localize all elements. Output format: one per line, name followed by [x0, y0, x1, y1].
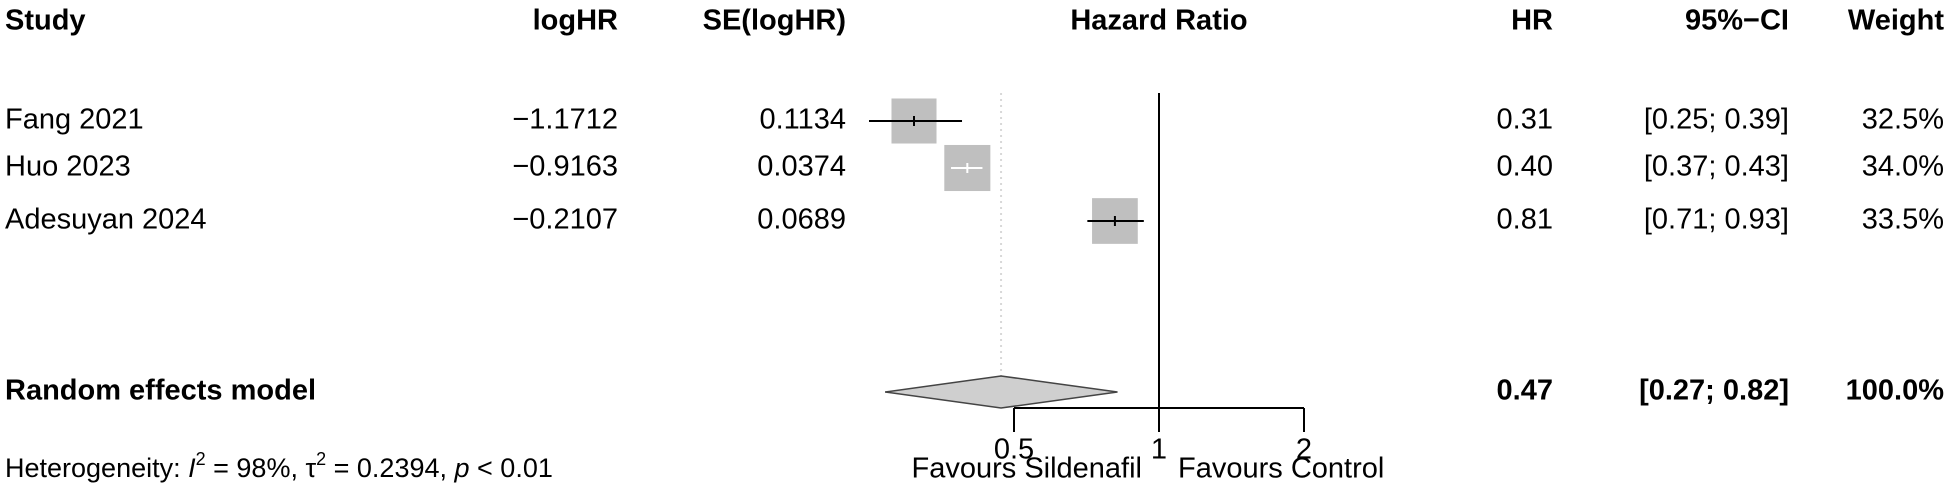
summary-ci: [0.27; 0.82]	[1639, 375, 1789, 407]
se: 0.0689	[757, 204, 846, 236]
header-weight: Weight	[1848, 5, 1944, 37]
summary-weight: 100.0%	[1846, 375, 1945, 407]
x-tick-label: 1	[1151, 434, 1167, 466]
summary-name: Random effects model	[5, 375, 316, 407]
favours-left: Favours Sildenafil	[912, 453, 1143, 485]
weight: 34.0%	[1862, 151, 1944, 183]
study-name: Adesuyan 2024	[5, 204, 207, 236]
header-ci: 95%−CI	[1685, 5, 1789, 37]
ci: [0.25; 0.39]	[1644, 104, 1789, 136]
hr: 0.40	[1497, 151, 1553, 183]
heterogeneity-part: = 98%, τ	[206, 453, 317, 483]
summary-hr: 0.47	[1497, 375, 1553, 407]
x-tick-label: 2	[1296, 434, 1312, 466]
heterogeneity-part: 2	[196, 449, 206, 469]
heterogeneity-part: I	[188, 453, 196, 483]
header-se: SE(logHR)	[703, 5, 846, 37]
header-loghr: logHR	[533, 5, 618, 37]
heterogeneity-part: = 0.2394,	[326, 453, 454, 483]
ci: [0.71; 0.93]	[1644, 204, 1789, 236]
summary-diamond	[884, 375, 1118, 409]
study-name: Fang 2021	[5, 104, 144, 136]
hr: 0.31	[1497, 104, 1553, 136]
favours-right: Favours Control	[1178, 453, 1384, 485]
heterogeneity-part: < 0.01	[470, 453, 553, 483]
hr: 0.81	[1497, 204, 1553, 236]
heterogeneity-part: Heterogeneity:	[5, 453, 188, 483]
ci: [0.37; 0.43]	[1644, 151, 1789, 183]
loghr: −0.2107	[512, 204, 618, 236]
weight: 32.5%	[1862, 104, 1944, 136]
heterogeneity: Heterogeneity: I2 = 98%, τ2 = 0.2394, p …	[5, 449, 553, 483]
header-study: Study	[5, 5, 86, 37]
x-tick-label: 0.5	[994, 434, 1034, 466]
header-plot: Hazard Ratio	[1070, 5, 1247, 37]
loghr: −0.9163	[512, 151, 618, 183]
heterogeneity-part: p	[454, 453, 470, 483]
loghr: −1.1712	[512, 104, 618, 136]
se: 0.1134	[759, 104, 846, 136]
header-hr: HR	[1511, 5, 1553, 37]
heterogeneity-part: 2	[316, 449, 326, 469]
se: 0.0374	[757, 151, 846, 183]
weight: 33.5%	[1862, 204, 1944, 236]
study-name: Huo 2023	[5, 151, 131, 183]
